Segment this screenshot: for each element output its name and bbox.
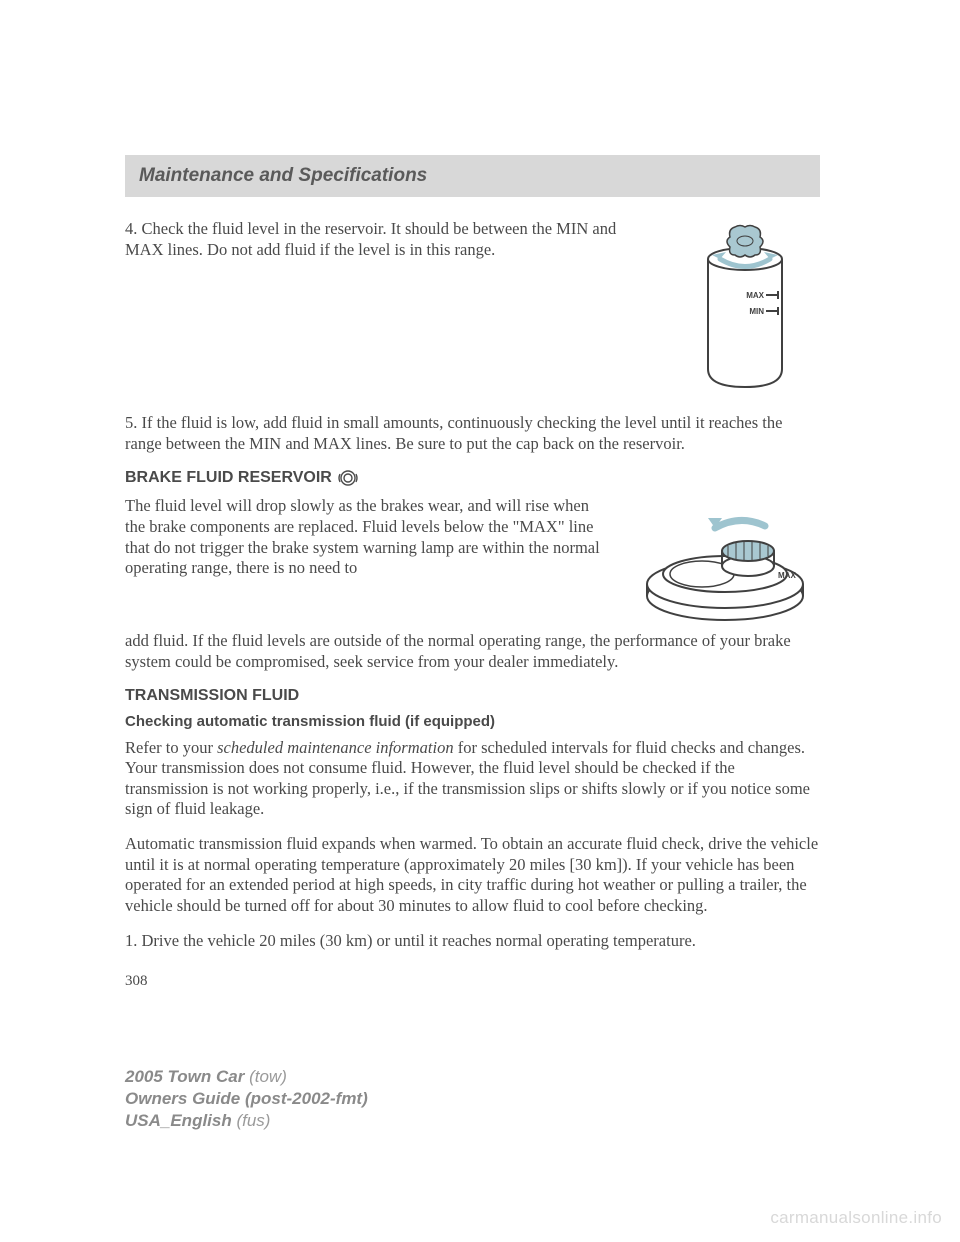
page-content: Maintenance and Specifications 4. Check … — [0, 0, 960, 990]
step4-text: 4. Check the fluid level in the reservoi… — [125, 219, 652, 385]
footer-line3: USA_English (fus) — [125, 1110, 368, 1132]
brake-block: The fluid level will drop slowly as the … — [125, 496, 820, 631]
page-number: 308 — [125, 973, 820, 990]
reservoir-cap — [727, 226, 763, 258]
step4-block: 4. Check the fluid level in the reservoi… — [125, 219, 820, 399]
brake-text-part2: add fluid. If the fluid levels are outsi… — [125, 631, 820, 672]
brake-text-part1: The fluid level will drop slowly as the … — [125, 496, 612, 631]
trans-subheading: Checking automatic transmission fluid (i… — [125, 713, 820, 730]
min-label: MIN — [749, 307, 764, 316]
trans-para3: 1. Drive the vehicle 20 miles (30 km) or… — [125, 931, 820, 952]
reservoir-icon: MAX MIN — [670, 219, 820, 399]
footer-line1: 2005 Town Car (tow) — [125, 1066, 368, 1088]
section-header: Maintenance and Specifications — [125, 155, 820, 197]
brake-max-label: MAX — [778, 571, 796, 580]
step5-text: 5. If the fluid is low, add fluid in sma… — [125, 413, 820, 454]
trans-para1: Refer to your scheduled maintenance info… — [125, 738, 820, 821]
brake-symbol-icon — [338, 468, 358, 488]
trans-para1-italic: scheduled maintenance information — [217, 738, 453, 757]
footer-line3-bold: USA_English — [125, 1111, 232, 1130]
footer-line2: Owners Guide (post-2002-fmt) — [125, 1088, 368, 1110]
trans-para2: Automatic transmission fluid expands whe… — [125, 834, 820, 917]
footer-line1-rest: (tow) — [244, 1067, 287, 1086]
trans-para1-pre: Refer to your — [125, 738, 217, 757]
footer-line1-bold: 2005 Town Car — [125, 1067, 244, 1086]
footer: 2005 Town Car (tow) Owners Guide (post-2… — [125, 1066, 368, 1132]
watermark: carmanualsonline.info — [770, 1208, 942, 1228]
brake-arrow — [715, 521, 765, 529]
trans-heading: TRANSMISSION FLUID — [125, 687, 820, 705]
brake-heading: BRAKE FLUID RESERVOIR — [125, 468, 820, 488]
reservoir-figure: MAX MIN — [670, 219, 820, 399]
brake-reservoir-figure: MAX — [630, 496, 820, 631]
brake-heading-text: BRAKE FLUID RESERVOIR — [125, 469, 332, 487]
max-label: MAX — [746, 291, 764, 300]
brake-reservoir-icon: MAX — [630, 496, 820, 631]
footer-line3-rest: (fus) — [232, 1111, 271, 1130]
